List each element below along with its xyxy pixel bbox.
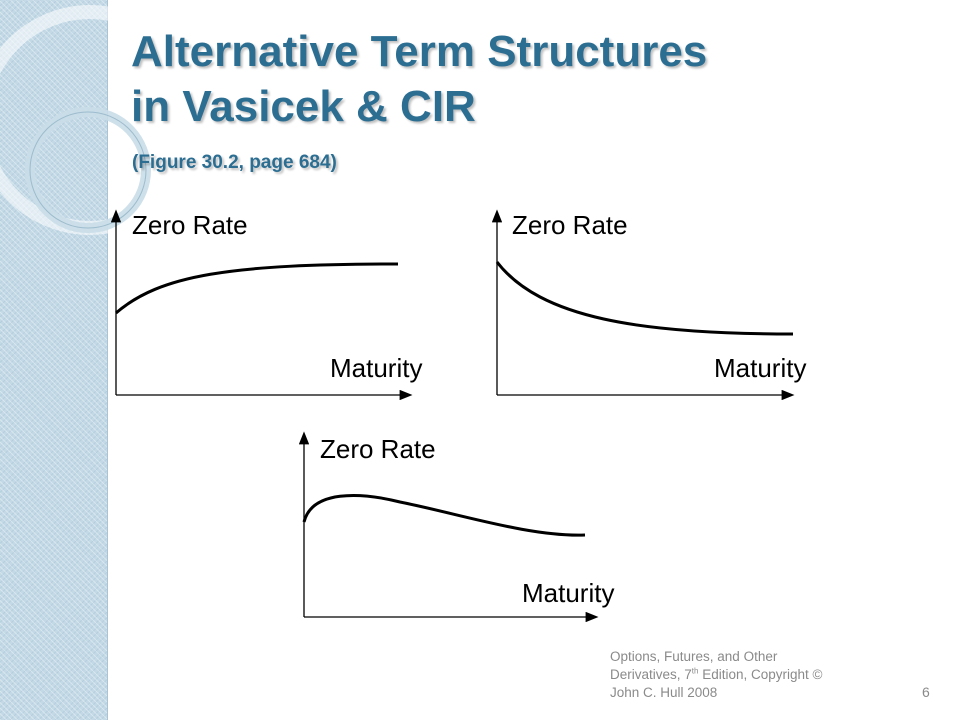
slide-subtitle: (Figure 30.2, page 684) [132, 152, 337, 173]
copyright-footer: Options, Futures, and Other Derivatives,… [610, 648, 870, 702]
footer-line-2: Derivatives, 7th Edition, Copyright © [610, 666, 870, 684]
footer-superscript: th [691, 666, 699, 676]
diagram-humped: Zero Rate Maturity [298, 431, 614, 623]
x-axis-label: Maturity [522, 578, 614, 608]
slide-title-line-1: Alternative Term Structures [131, 27, 708, 76]
footer-line-2a: Derivatives, 7 [610, 667, 692, 682]
slide-title-line-2: in Vasicek & CIR [131, 82, 476, 131]
zero-rate-curve [495, 261, 794, 336]
x-axis-label: Maturity [714, 353, 806, 383]
zero-rate-curve [115, 262, 399, 315]
footer-line-3: John C. Hull 2008 [610, 685, 718, 700]
x-axis-label: Maturity [330, 353, 422, 383]
y-axis-label: Zero Rate [512, 210, 628, 240]
footer-line-2b: Edition, Copyright © [698, 667, 823, 682]
diagram-downward: Zero Rate Maturity [491, 209, 806, 401]
page-number: 6 [922, 684, 930, 700]
footer-line-1: Options, Futures, and Other [610, 649, 778, 664]
diagram-upward: Zero Rate Maturity [110, 209, 422, 401]
zero-rate-curve [302, 494, 586, 537]
y-axis-label: Zero Rate [132, 210, 248, 240]
y-axis-label: Zero Rate [320, 434, 436, 464]
